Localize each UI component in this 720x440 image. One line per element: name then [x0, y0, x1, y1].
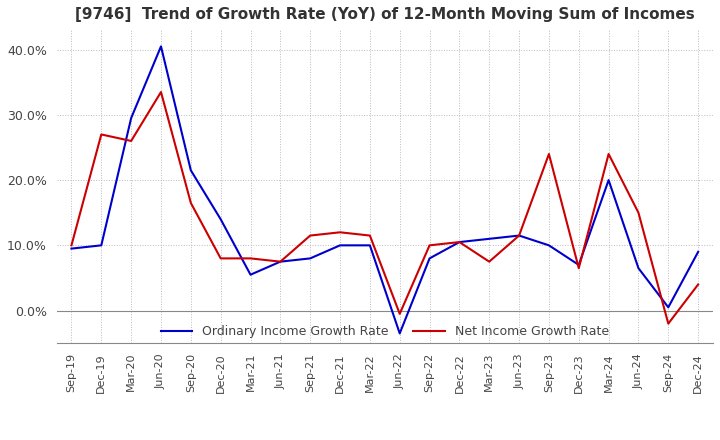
- Net Income Growth Rate: [426, 243, 434, 248]
- Net Income Growth Rate: [336, 230, 344, 235]
- Net Income Growth Rate: [127, 138, 135, 143]
- Net Income Growth Rate: [97, 132, 106, 137]
- Net Income Growth Rate: [664, 321, 672, 326]
- Ordinary Income Growth Rate: [575, 262, 583, 268]
- Net Income Growth Rate: [186, 200, 195, 205]
- Net Income Growth Rate: [67, 243, 76, 248]
- Ordinary Income Growth Rate: [694, 249, 703, 254]
- Net Income Growth Rate: [455, 239, 464, 245]
- Ordinary Income Growth Rate: [276, 259, 284, 264]
- Ordinary Income Growth Rate: [426, 256, 434, 261]
- Net Income Growth Rate: [216, 256, 225, 261]
- Net Income Growth Rate: [366, 233, 374, 238]
- Net Income Growth Rate: [395, 311, 404, 316]
- Ordinary Income Growth Rate: [216, 216, 225, 222]
- Net Income Growth Rate: [515, 233, 523, 238]
- Ordinary Income Growth Rate: [544, 243, 553, 248]
- Ordinary Income Growth Rate: [306, 256, 315, 261]
- Net Income Growth Rate: [157, 89, 166, 95]
- Ordinary Income Growth Rate: [634, 265, 643, 271]
- Ordinary Income Growth Rate: [485, 236, 494, 242]
- Net Income Growth Rate: [604, 151, 613, 157]
- Net Income Growth Rate: [485, 259, 494, 264]
- Legend: Ordinary Income Growth Rate, Net Income Growth Rate: Ordinary Income Growth Rate, Net Income …: [156, 320, 614, 343]
- Title: [9746]  Trend of Growth Rate (YoY) of 12-Month Moving Sum of Incomes: [9746] Trend of Growth Rate (YoY) of 12-…: [75, 7, 695, 22]
- Net Income Growth Rate: [246, 256, 255, 261]
- Line: Ordinary Income Growth Rate: Ordinary Income Growth Rate: [71, 46, 698, 334]
- Ordinary Income Growth Rate: [366, 243, 374, 248]
- Net Income Growth Rate: [694, 282, 703, 287]
- Net Income Growth Rate: [276, 259, 284, 264]
- Ordinary Income Growth Rate: [395, 331, 404, 336]
- Net Income Growth Rate: [575, 265, 583, 271]
- Ordinary Income Growth Rate: [455, 239, 464, 245]
- Net Income Growth Rate: [634, 210, 643, 215]
- Ordinary Income Growth Rate: [336, 243, 344, 248]
- Ordinary Income Growth Rate: [127, 115, 135, 121]
- Ordinary Income Growth Rate: [515, 233, 523, 238]
- Line: Net Income Growth Rate: Net Income Growth Rate: [71, 92, 698, 324]
- Net Income Growth Rate: [306, 233, 315, 238]
- Ordinary Income Growth Rate: [604, 177, 613, 183]
- Ordinary Income Growth Rate: [246, 272, 255, 277]
- Ordinary Income Growth Rate: [97, 243, 106, 248]
- Net Income Growth Rate: [544, 151, 553, 157]
- Ordinary Income Growth Rate: [157, 44, 166, 49]
- Ordinary Income Growth Rate: [186, 168, 195, 173]
- Ordinary Income Growth Rate: [67, 246, 76, 251]
- Ordinary Income Growth Rate: [664, 304, 672, 310]
